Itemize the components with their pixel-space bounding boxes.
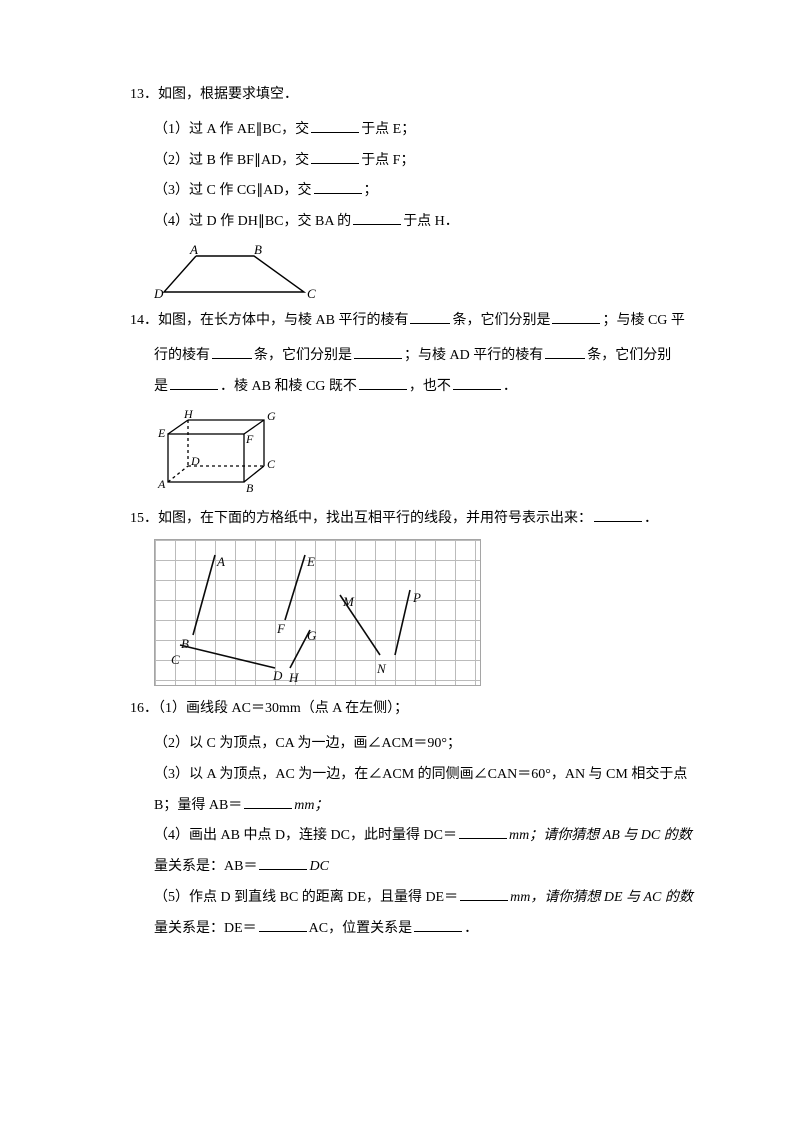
q16-s4b: mm；请你猜想 AB 与 DC 的数	[509, 828, 692, 843]
blank[interactable]	[545, 344, 585, 359]
blank[interactable]	[259, 855, 307, 870]
svg-text:D: D	[190, 454, 200, 468]
q16-s4c: 量关系是：AB＝	[154, 859, 257, 874]
blank[interactable]	[314, 179, 362, 194]
question-13: 13．如图，根据要求填空．	[130, 80, 694, 111]
question-14: 14．如图，在长方体中，与棱 AB 平行的棱有 条，它们分别是 ；与棱 CG 平	[130, 306, 694, 337]
svg-text:B: B	[246, 481, 254, 495]
q16-sub2: （2）以 C 为顶点，CA 为一边，画∠ACM＝90°；	[130, 729, 694, 760]
q16-sub4c: 量关系是：AB＝ DC	[130, 852, 694, 883]
question-16: 16．（1）画线段 AC＝30mm（点 A 在左侧）；	[130, 694, 694, 725]
q13-s2-text: （2）过 B 作 BF∥AD，交	[154, 153, 309, 168]
q16-sub3a: （3）以 A 为顶点，AC 为一边，在∠ACM 的同侧画∠CAN＝60°，AN …	[130, 760, 694, 791]
q13-s1-text: （1）过 A 作 AE∥BC，交	[154, 122, 309, 137]
blank[interactable]	[552, 309, 600, 324]
q16-s1: （1）画线段 AC＝30mm（点 A 在左侧）；	[158, 701, 408, 716]
q14-t8: 是	[154, 379, 168, 394]
q13-figure: A B D C	[154, 244, 694, 300]
q13-num: 13．	[130, 87, 158, 102]
q15-t1: 如图，在下面的方格纸中，找出互相平行的线段，并用符号表示出来：	[158, 511, 592, 526]
blank[interactable]	[459, 824, 507, 839]
q14-figure: H G E F D C A B	[154, 408, 694, 498]
q16-s2: （2）以 C 为顶点，CA 为一边，画∠ACM＝90°；	[154, 736, 461, 751]
question-15: 15．如图，在下面的方格纸中，找出互相平行的线段，并用符号表示出来： ．	[130, 504, 694, 535]
svg-text:A: A	[157, 477, 166, 491]
q14-t1: 如图，在长方体中，与棱 AB 平行的棱有	[158, 313, 408, 328]
q16-s5b: mm，请你猜想 DE 与 AC 的数	[510, 890, 693, 905]
q14-num: 14．	[130, 313, 158, 328]
blank[interactable]	[410, 309, 450, 324]
q13-sub1: （1）过 A 作 AE∥BC，交 于点 E；	[130, 115, 694, 146]
q14-t4: 行的棱有	[154, 348, 210, 363]
q14-t3: ；与棱 CG 平	[602, 313, 684, 328]
q16-s3b: B；量得 AB＝	[154, 798, 242, 813]
svg-text:D: D	[154, 286, 164, 300]
q16-s4d: DC	[309, 859, 328, 874]
blank[interactable]	[170, 375, 218, 390]
blank[interactable]	[460, 886, 508, 901]
blank[interactable]	[311, 118, 359, 133]
q15-t2: ．	[644, 511, 658, 526]
svg-text:F: F	[245, 432, 254, 446]
q13-sub3: （3）过 C 作 CG∥AD，交 ；	[130, 176, 694, 207]
q15-figure: ABCDHGEFMNP	[154, 539, 481, 686]
svg-text:A: A	[189, 244, 198, 257]
svg-text:G: G	[267, 409, 276, 423]
svg-text:C: C	[307, 286, 316, 300]
grid-segments	[155, 540, 480, 685]
blank[interactable]	[359, 375, 407, 390]
q13-s2b: 于点 F；	[361, 153, 414, 168]
q14-t2: 条，它们分别是	[452, 313, 550, 328]
q16-s5a: （5）作点 D 到直线 BC 的距离 DE，且量得 DE＝	[154, 890, 458, 905]
q16-s5e: ．	[464, 921, 478, 936]
q16-sub5c: 量关系是：DE＝ AC，位置关系是 ．	[130, 914, 694, 945]
q16-sub3b: B；量得 AB＝ mm；	[130, 791, 694, 822]
q15-num: 15．	[130, 511, 158, 526]
cuboid-icon: H G E F D C A B	[154, 408, 304, 498]
svg-text:H: H	[183, 408, 194, 421]
blank[interactable]	[453, 375, 501, 390]
svg-text:B: B	[254, 244, 262, 257]
q14-line2: 行的棱有 条，它们分别是 ；与棱 AD 平行的棱有 条，它们分别	[130, 341, 694, 372]
q13-stem: 如图，根据要求填空．	[158, 87, 298, 102]
blank[interactable]	[353, 210, 401, 225]
q13-sub4: （4）过 D 作 DH∥BC，交 BA 的 于点 H．	[130, 207, 694, 238]
trapezoid-icon: A B D C	[154, 244, 324, 300]
blank[interactable]	[414, 917, 462, 932]
blank[interactable]	[594, 507, 642, 522]
q13-s4-text: （4）过 D 作 DH∥BC，交 BA 的	[154, 214, 351, 229]
blank[interactable]	[259, 917, 307, 932]
blank[interactable]	[244, 794, 292, 809]
q14-t6: ；与棱 AD 平行的棱有	[404, 348, 543, 363]
q16-s3c: mm；	[294, 798, 328, 813]
q16-s3a: （3）以 A 为顶点，AC 为一边，在∠ACM 的同侧画∠CAN＝60°，AN …	[154, 767, 687, 782]
q14-line3: 是 ．棱 AB 和棱 CG 既不 ，也不 ．	[130, 372, 694, 403]
q16-s5d: AC，位置关系是	[309, 921, 412, 936]
blank[interactable]	[354, 344, 402, 359]
q13-s4b: 于点 H．	[403, 214, 459, 229]
q14-t7: 条，它们分别	[587, 348, 671, 363]
svg-text:C: C	[267, 457, 276, 471]
q16-sub4a: （4）画出 AB 中点 D，连接 DC，此时量得 DC＝ mm；请你猜想 AB 与…	[130, 821, 694, 852]
q14-t5: 条，它们分别是	[254, 348, 352, 363]
q13-s3-text: （3）过 C 作 CG∥AD，交	[154, 183, 312, 198]
blank[interactable]	[212, 344, 252, 359]
q16-s4a: （4）画出 AB 中点 D，连接 DC，此时量得 DC＝	[154, 828, 457, 843]
svg-text:E: E	[157, 426, 166, 440]
q16-sub5a: （5）作点 D 到直线 BC 的距离 DE，且量得 DE＝ mm，请你猜想 DE …	[130, 883, 694, 914]
q14-t11: ．	[503, 379, 517, 394]
q16-num: 16．	[130, 701, 158, 716]
q14-t9: ．棱 AB 和棱 CG 既不	[220, 379, 357, 394]
q16-s5c: 量关系是：DE＝	[154, 921, 257, 936]
q14-t10: ，也不	[409, 379, 451, 394]
q13-s1b: 于点 E；	[361, 122, 415, 137]
blank[interactable]	[311, 149, 359, 164]
q13-sub2: （2）过 B 作 BF∥AD，交 于点 F；	[130, 146, 694, 177]
q13-s3b: ；	[364, 183, 378, 198]
